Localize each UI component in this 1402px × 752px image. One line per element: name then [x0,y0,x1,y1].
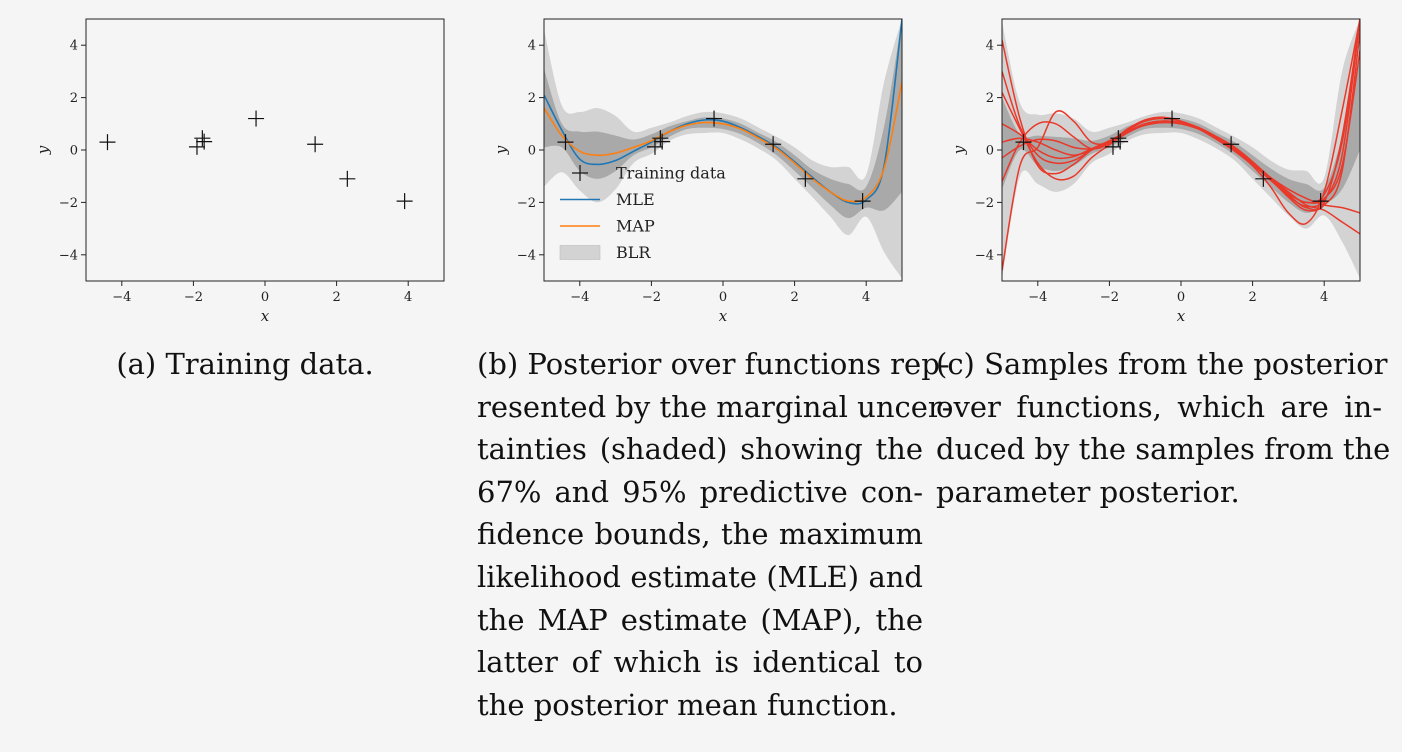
x-tick-label: 0 [1177,290,1185,305]
caption-b: (b) Posterior over functions rep- resent… [477,343,952,726]
legend-label-mle: MLE [616,190,655,209]
x-tick-label: −4 [1028,290,1047,305]
x-tick-label: −2 [642,290,661,305]
y-tick-label: −2 [59,196,78,211]
data-point [307,136,324,153]
y-tick-label: −2 [975,196,994,211]
data-point [1110,130,1127,147]
x-tick-label: −4 [570,290,589,305]
x-tick-label: −4 [112,290,131,305]
caption-c-line: duced by the samples from the [936,432,1391,467]
caption-a: (a) Training data. [100,343,390,386]
data-point [765,136,782,153]
data-point [797,170,814,187]
data-point [572,165,588,181]
caption-a-line: (a) Training data. [116,347,374,381]
y-tick-label: 4 [528,39,536,54]
map-line [544,81,902,203]
x-axis-label: x [1177,307,1186,325]
data-point [854,193,871,210]
data-point [196,133,213,150]
data-point [557,134,574,151]
data-point [1015,134,1032,151]
caption-b-line: latter of which is identical to [477,645,923,680]
confidence-band-67 [544,19,902,219]
caption-c-line: parameter posterior. [936,474,1240,509]
data-point [396,193,413,210]
plot-frame [85,18,445,282]
chart-panel-b: −4 −2 0 2 4 −4 −2 0 2 4 x y Training data MLE MAP BLR [492,18,903,325]
y-tick-label: 4 [986,39,994,54]
x-tick-label: −2 [1100,290,1119,305]
x-tick-label: 4 [862,290,870,305]
y-tick-label: −2 [517,196,536,211]
y-tick-label: −4 [517,248,536,263]
posterior-sample-line [1002,21,1360,204]
caption-c-line: over functions, which are in- [936,389,1382,424]
plot-area [86,19,444,281]
caption-b-line: the posterior mean function. [477,687,898,722]
confidence-band-67 [1002,58,1360,213]
plot-content [1002,19,1360,279]
x-tick-label: 4 [404,290,412,305]
data-point [248,110,265,127]
x-tick-label: 4 [1320,290,1328,305]
data-point [1223,136,1240,153]
caption-b-line: resented by the marginal uncer- [477,389,952,424]
legend-label-map: MAP [616,217,655,236]
plot-frame [543,18,903,282]
y-tick-label: 2 [70,91,78,106]
data-point [1164,110,1181,127]
x-axis-label: x [719,307,728,325]
x-tick-label: 2 [790,290,798,305]
y-tick-label: 0 [528,144,536,159]
plot-frame [1001,18,1361,282]
y-tick-label: −4 [59,248,78,263]
y-axis-label: y [950,145,968,155]
caption-c-line: (c) Samples from the posterior [936,347,1388,381]
data-point [706,110,723,127]
data-point [1255,170,1272,187]
plot-content [544,19,902,279]
x-tick-label: 2 [1248,290,1256,305]
x-tick-label: 2 [332,290,340,305]
data-point [654,133,671,150]
y-tick-label: 0 [986,144,994,159]
chart-panel-a: −4 −2 0 2 4 −4 −2 0 2 4 x y [34,18,445,325]
x-tick-label: −2 [184,290,203,305]
x-tick-label: 0 [719,290,727,305]
y-axis-label: y [492,145,510,155]
data-point [1112,133,1129,150]
x-axis-label: x [261,307,270,325]
caption-b-line: the MAP estimate (MAP), the [477,602,923,637]
caption-b-line: 67% and 95% predictive con- [477,474,923,509]
data-point [99,134,116,151]
x-tick-label: 0 [261,290,269,305]
legend-label-training-data: Training data [616,164,726,183]
posterior-sample-line [1002,19,1360,271]
chart-panel-c: −4 −2 0 2 4 −4 −2 0 2 4 x y [950,18,1361,325]
legend-swatch-blr [559,245,601,260]
caption-b-line: (b) Posterior over functions rep- [477,347,950,381]
legend: Training data MLE MAP BLR [559,164,726,262]
legend-label-blr: BLR [616,243,651,262]
data-point [652,130,669,147]
data-point [194,130,211,147]
y-tick-label: 2 [986,91,994,106]
y-axis-label: y [34,145,52,155]
caption-b-line: likelihood estimate (MLE) and [477,559,923,594]
y-tick-label: 2 [528,91,536,106]
caption-c: (c) Samples from the posterior over func… [936,343,1391,513]
caption-b-line: fidence bounds, the maximum [477,517,923,552]
caption-b-line: tainties (shaded) showing the [477,432,923,467]
y-tick-label: −4 [975,248,994,263]
posterior-sample-line [1002,19,1360,211]
y-tick-label: 0 [70,144,78,159]
mle-line [544,19,902,205]
data-point [1312,193,1329,210]
data-point [339,170,356,187]
y-tick-label: 4 [70,39,78,54]
